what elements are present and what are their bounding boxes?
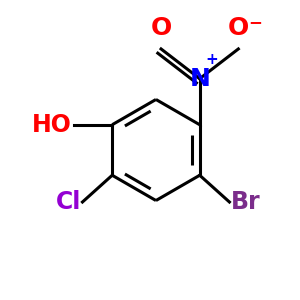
Text: Cl: Cl [56, 190, 81, 214]
Text: O: O [150, 16, 172, 40]
Text: HO: HO [32, 113, 72, 137]
Text: −: − [248, 13, 262, 31]
Text: N: N [189, 67, 210, 91]
Text: +: + [205, 52, 218, 67]
Text: O: O [228, 16, 249, 40]
Text: Br: Br [231, 190, 260, 214]
